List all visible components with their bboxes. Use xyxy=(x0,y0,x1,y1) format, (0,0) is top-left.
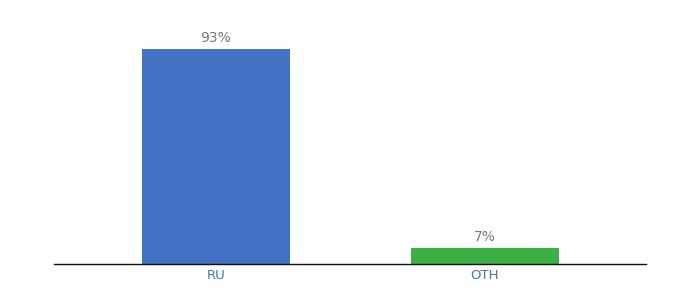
Bar xyxy=(142,49,290,264)
Bar xyxy=(411,248,558,264)
Text: 93%: 93% xyxy=(201,31,231,45)
Text: 7%: 7% xyxy=(474,230,496,244)
